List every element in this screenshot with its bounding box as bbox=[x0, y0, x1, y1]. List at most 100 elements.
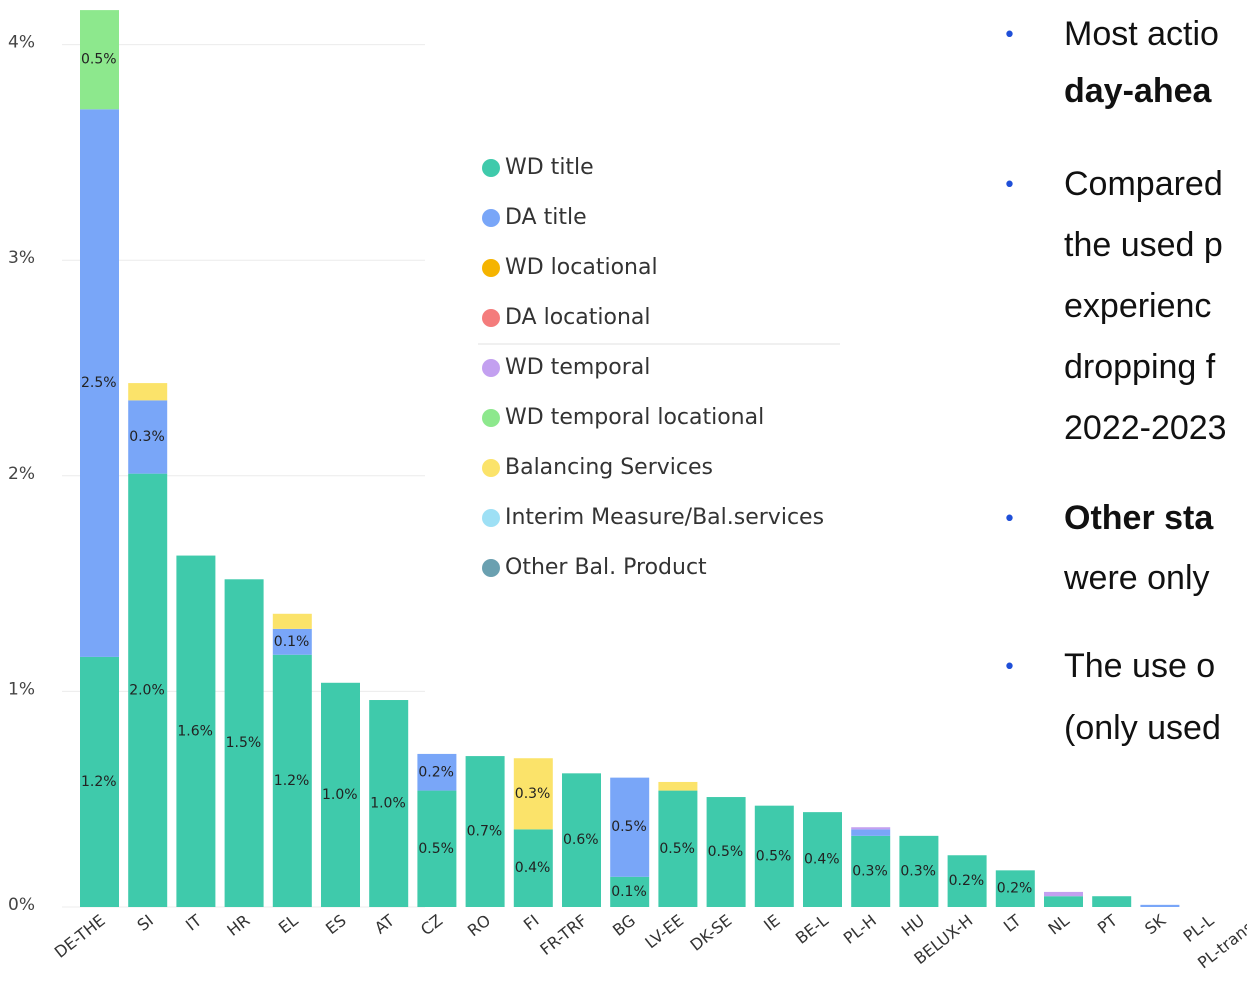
data-label: 0.2% bbox=[997, 881, 1033, 897]
bar-segment bbox=[610, 777, 650, 877]
bar-segment bbox=[851, 835, 891, 907]
x-tick-label: PL-H bbox=[840, 911, 880, 948]
bullet-text: experienc bbox=[1064, 287, 1211, 325]
bullet-text: dropping f bbox=[1064, 348, 1216, 386]
bar-segment bbox=[224, 579, 264, 907]
x-tick-label: EL bbox=[275, 911, 302, 938]
x-tick-label: SI bbox=[134, 911, 157, 935]
bullet: • bbox=[1003, 507, 1016, 532]
data-label: 0.4% bbox=[804, 852, 840, 868]
bullet-text: 2022-2023 bbox=[1064, 409, 1227, 447]
x-tick-label: CZ bbox=[417, 911, 446, 940]
legend-swatch bbox=[482, 259, 500, 277]
legend-label: WD locational bbox=[505, 255, 658, 280]
bullet-text: were only bbox=[1063, 559, 1210, 597]
data-label: 0.3% bbox=[852, 863, 888, 879]
legend-swatch bbox=[482, 359, 500, 377]
bullet: • bbox=[1003, 23, 1016, 48]
x-tick-label: SK bbox=[1141, 910, 1169, 938]
x-tick-label: ES bbox=[322, 911, 350, 938]
data-label: 1.0% bbox=[370, 796, 406, 812]
legend-label: Balancing Services bbox=[505, 455, 713, 480]
data-label: 0.4% bbox=[515, 860, 551, 876]
x-tick-label: FR-TRF bbox=[536, 911, 590, 959]
data-label: 0.3% bbox=[515, 786, 551, 802]
data-label: 2.0% bbox=[129, 682, 165, 698]
x-tick-label: DK-SE bbox=[686, 911, 735, 955]
y-tick-label: 2% bbox=[8, 464, 35, 484]
legend-background bbox=[474, 146, 844, 586]
bar-segment bbox=[610, 876, 650, 907]
bar-segment bbox=[851, 829, 891, 836]
data-label: 0.5% bbox=[418, 841, 454, 857]
bar-segment bbox=[1140, 904, 1180, 907]
bar-segment bbox=[417, 790, 457, 907]
bar-segment bbox=[80, 10, 119, 110]
x-tick-label: PL-L bbox=[1180, 911, 1218, 946]
x-tick-label: IT bbox=[182, 911, 205, 935]
bar-segment bbox=[803, 812, 842, 907]
bullet: • bbox=[1003, 173, 1016, 198]
data-label: 0.3% bbox=[129, 429, 165, 445]
bar-segment bbox=[80, 656, 119, 907]
bar-segment bbox=[1044, 896, 1083, 907]
legend-swatch bbox=[482, 459, 500, 477]
x-tick-label: PT bbox=[1094, 911, 1121, 938]
x-tick-label: LV-EE bbox=[641, 911, 687, 953]
bar-segment bbox=[947, 855, 987, 907]
legend-swatch bbox=[482, 159, 500, 177]
bar-segment bbox=[176, 555, 216, 907]
data-label: 0.5% bbox=[708, 844, 744, 860]
bar-segment bbox=[1044, 891, 1083, 897]
data-label: 0.1% bbox=[274, 634, 310, 650]
x-tick-label: BG bbox=[609, 911, 639, 940]
bar-segment bbox=[465, 756, 505, 907]
bullet-text: (only used bbox=[1064, 709, 1221, 747]
legend-swatch bbox=[482, 559, 500, 577]
data-label: 0.5% bbox=[659, 841, 695, 857]
bullet-text: Other sta bbox=[1064, 499, 1214, 537]
bar-segment bbox=[995, 870, 1035, 907]
data-label: 0.1% bbox=[611, 884, 647, 900]
bar-segment bbox=[80, 109, 119, 657]
data-label: 1.2% bbox=[81, 774, 117, 790]
bar-segment bbox=[658, 790, 698, 907]
bar-segment bbox=[128, 400, 168, 474]
bar-segment bbox=[513, 829, 553, 907]
legend-label: DA locational bbox=[505, 305, 650, 330]
bar-segment bbox=[417, 753, 457, 791]
bar-segment bbox=[128, 473, 168, 907]
legend-label: DA title bbox=[505, 205, 587, 230]
data-label: 2.5% bbox=[81, 375, 117, 391]
bar-segment bbox=[1092, 896, 1132, 907]
x-tick-label: BE-L bbox=[792, 911, 832, 948]
legend-label: Other Bal. Product bbox=[505, 555, 707, 580]
legend: WD title DA title WD locational DA location… bbox=[474, 146, 844, 586]
data-label: 1.2% bbox=[274, 773, 310, 789]
legend-label: WD title bbox=[505, 155, 594, 180]
x-tick-label: FI bbox=[520, 911, 543, 935]
bar-segment bbox=[272, 628, 312, 655]
bar-segment bbox=[272, 654, 312, 907]
x-tick-label: HR bbox=[223, 911, 253, 940]
bar-segment bbox=[562, 773, 601, 907]
bar-segment bbox=[272, 613, 312, 629]
data-label: 0.2% bbox=[418, 764, 454, 780]
y-tick-label: 3% bbox=[8, 248, 35, 268]
data-label: 1.0% bbox=[322, 787, 358, 803]
y-tick-label: 4% bbox=[8, 33, 35, 53]
bullet-text: Most actio bbox=[1064, 15, 1219, 53]
x-tick-label: RO bbox=[464, 911, 494, 941]
y-tick-label: 0% bbox=[8, 895, 35, 915]
data-label: 0.3% bbox=[900, 863, 936, 879]
legend-label: WD temporal bbox=[505, 355, 650, 380]
data-label: 0.5% bbox=[756, 848, 792, 864]
x-tick-label: LT bbox=[1000, 911, 1025, 936]
bar-segment bbox=[369, 700, 409, 907]
bar-segment bbox=[706, 797, 746, 907]
data-label: 1.6% bbox=[177, 723, 213, 739]
x-tick-label: DE-THE bbox=[51, 911, 109, 962]
data-label: 0.5% bbox=[611, 819, 647, 835]
x-tick-label: AT bbox=[371, 911, 398, 938]
